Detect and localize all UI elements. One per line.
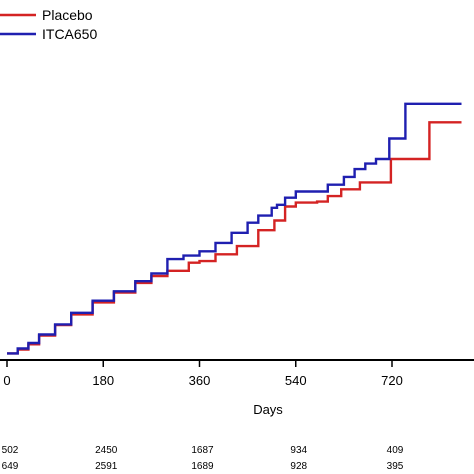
series-lines [7, 102, 462, 355]
series-line-placebo [7, 121, 462, 355]
risk-value-itca650: 2591 [95, 461, 118, 472]
x-axis: 0 180 360 540 720 [0, 359, 474, 388]
legend-label-placebo: Placebo [42, 7, 93, 23]
risk-value-placebo: 1687 [191, 445, 214, 456]
x-tick-label: 720 [381, 373, 403, 388]
risk-value-placebo: 502 [2, 445, 19, 456]
risk-value-placebo: 934 [290, 445, 307, 456]
x-tick-label: 0 [3, 373, 10, 388]
risk-value-itca650: 1689 [191, 461, 214, 472]
risk-value-itca650: 928 [290, 461, 307, 472]
x-tick-label: 180 [92, 373, 114, 388]
risk-table: 502 2450 1687 934 409 649 2591 1689 928 395 [2, 445, 404, 472]
legend: Placebo ITCA650 [0, 7, 97, 42]
x-tick-label: 360 [189, 373, 211, 388]
risk-value-placebo: 409 [387, 445, 404, 456]
risk-value-placebo: 2450 [95, 445, 118, 456]
risk-value-itca650: 395 [387, 461, 404, 472]
x-tick-label: 540 [285, 373, 307, 388]
x-axis-title: Days [253, 402, 283, 417]
risk-value-itca650: 649 [2, 461, 19, 472]
series-line-itca650 [7, 102, 462, 355]
legend-label-itca650: ITCA650 [42, 26, 97, 42]
